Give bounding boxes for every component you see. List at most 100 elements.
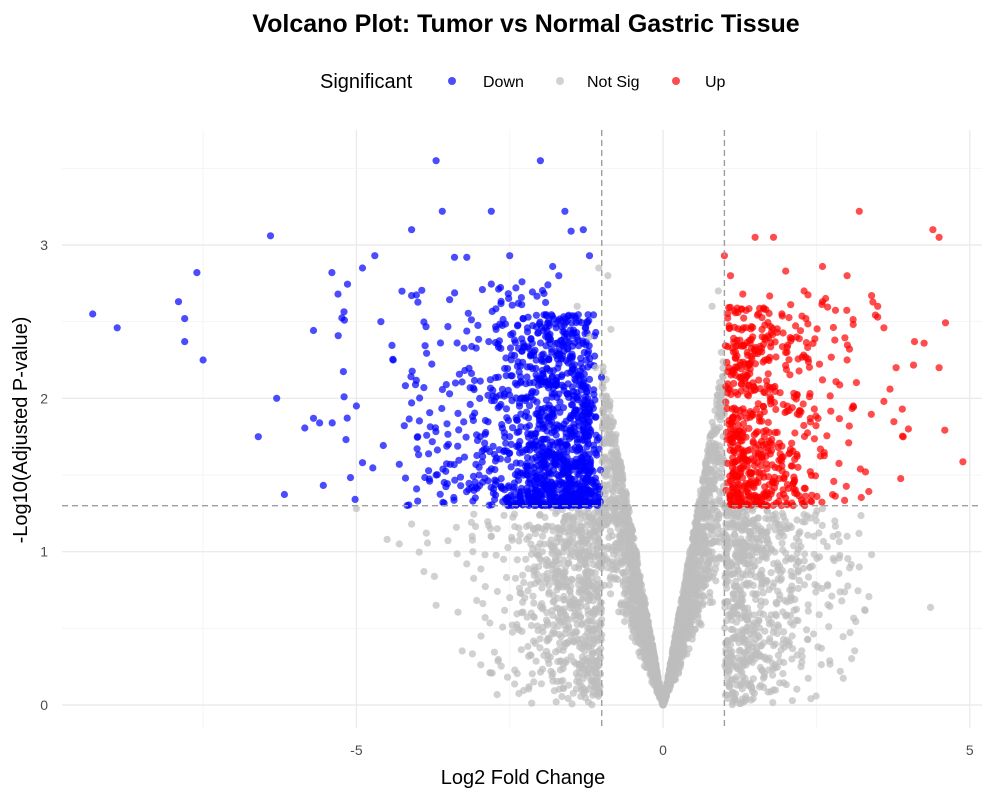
not-sig-point [755, 617, 763, 625]
not-sig-point [637, 641, 646, 649]
down-point [418, 286, 426, 294]
not-sig-point [545, 659, 553, 668]
not-sig-point [542, 616, 551, 624]
down-point [485, 467, 493, 475]
down-point [517, 484, 526, 492]
down-point [533, 456, 541, 464]
down-point [523, 324, 532, 332]
not-sig-point [594, 692, 603, 700]
down-point [568, 350, 576, 358]
down-point [584, 467, 592, 475]
not-sig-point [510, 680, 519, 688]
down-point [488, 501, 496, 509]
not-sig-point [550, 597, 558, 605]
not-sig-point [823, 543, 831, 551]
not-sig-point [592, 608, 600, 616]
down-point [433, 446, 441, 454]
down-point [585, 487, 594, 495]
not-sig-point [749, 507, 757, 515]
not-sig-point [795, 530, 803, 538]
down-point [558, 381, 566, 389]
not-sig-point [741, 649, 749, 657]
down-point [491, 457, 500, 465]
not-sig-point [702, 489, 710, 497]
down-point [523, 454, 532, 462]
not-sig-point [745, 612, 753, 620]
not-sig-point [694, 584, 702, 592]
not-sig-point [559, 573, 567, 581]
not-sig-point [779, 670, 787, 678]
not-sig-point [812, 588, 820, 596]
down-point [440, 478, 448, 487]
down-point [565, 393, 573, 401]
not-sig-point [571, 526, 579, 534]
not-sig-point [572, 628, 580, 636]
down-point [524, 414, 533, 422]
down-point [553, 470, 561, 478]
not-sig-point [708, 538, 716, 547]
not-sig-point [788, 554, 796, 562]
not-sig-point [685, 578, 694, 587]
down-point [576, 482, 584, 490]
not-sig-point [452, 523, 460, 531]
not-sig-point [735, 647, 743, 655]
down-point [494, 373, 502, 381]
down-point [388, 341, 396, 349]
down-point [536, 491, 544, 499]
not-sig-point [836, 588, 844, 596]
down-point [494, 404, 502, 412]
not-sig-point [706, 588, 714, 597]
down-point [444, 323, 452, 331]
not-sig-point [755, 683, 764, 691]
not-sig-point [561, 563, 570, 571]
down-point [443, 460, 451, 468]
not-sig-point [628, 542, 636, 550]
not-sig-point [798, 647, 806, 655]
down-point [544, 332, 553, 340]
not-sig-point [747, 651, 755, 660]
not-sig-point [652, 673, 660, 682]
not-sig-point [508, 536, 516, 544]
not-sig-point [745, 520, 753, 528]
not-sig-point [798, 658, 806, 666]
not-sig-point [502, 573, 511, 582]
not-sig-point [423, 539, 432, 547]
not-sig-point [721, 530, 730, 539]
not-sig-point [721, 603, 729, 612]
down-point [540, 311, 548, 319]
not-sig-point [548, 547, 557, 555]
not-sig-point [588, 521, 597, 530]
down-point [443, 420, 451, 428]
down-point [458, 378, 466, 386]
not-sig-point [500, 511, 508, 519]
not-sig-point [485, 521, 493, 530]
not-sig-point [467, 518, 475, 527]
not-sig-point [771, 548, 779, 556]
down-point [591, 352, 599, 360]
not-sig-point [581, 632, 589, 640]
down-point [398, 287, 406, 295]
not-sig-point [620, 534, 629, 543]
not-sig-point [767, 569, 775, 577]
not-sig-point [704, 575, 713, 583]
down-point [552, 324, 560, 332]
not-sig-point [624, 575, 633, 583]
down-point [343, 280, 352, 288]
legend: Significant Down Not Sig Up [320, 71, 726, 93]
not-sig-point [735, 639, 743, 647]
down-point [488, 307, 496, 315]
not-sig-point [769, 699, 777, 707]
down-point [454, 409, 462, 417]
up-point [788, 439, 796, 447]
not-sig-point [587, 681, 596, 690]
not-sig-point [804, 573, 813, 581]
down-point [328, 419, 336, 427]
not-sig-point [676, 660, 684, 668]
not-sig-point [620, 590, 628, 598]
not-sig-point [666, 681, 674, 689]
down-point [550, 412, 558, 420]
not-sig-point [577, 545, 585, 554]
down-point [567, 401, 576, 409]
not-sig-point [453, 550, 461, 558]
